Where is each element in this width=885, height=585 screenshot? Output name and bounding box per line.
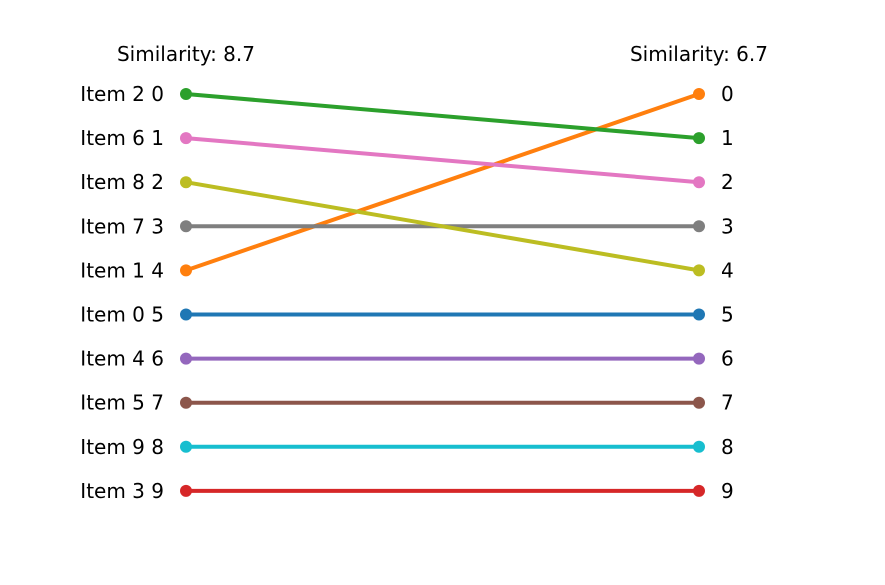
- left-rank-label: Item 7 3: [80, 214, 164, 238]
- right-rank-label: 8: [721, 435, 734, 459]
- left-rank-label: Item 6 1: [80, 126, 164, 150]
- right-rank-label: 1: [721, 126, 734, 150]
- series-point-item-1-right: [693, 88, 705, 100]
- right-rank-label: 7: [721, 391, 734, 415]
- series-lines: [180, 88, 705, 497]
- right-rank-label: 9: [721, 479, 734, 503]
- series-point-item-6-right: [693, 176, 705, 189]
- series-point-item-7-right: [693, 220, 705, 233]
- left-rank-label: Item 4 6: [80, 347, 164, 371]
- right-rank-label: 4: [721, 258, 734, 282]
- series-point-item-6-left: [180, 132, 192, 145]
- series-point-item-3-right: [693, 484, 705, 497]
- series-point-item-9-left: [180, 440, 192, 453]
- series-line-item-6: [184, 136, 701, 185]
- series-point-item-3-left: [180, 484, 192, 497]
- right-rank-label: 6: [721, 347, 734, 371]
- left-rank-label: Item 9 8: [80, 435, 164, 459]
- series-point-item-5-right: [693, 396, 705, 409]
- left-rank-label: Item 3 9: [80, 479, 164, 503]
- series-line-item-8: [184, 180, 701, 273]
- series-point-item-2-right: [693, 132, 705, 145]
- series-point-item-5-left: [180, 396, 192, 409]
- right-title: Similarity: 6.7: [630, 42, 768, 66]
- right-rank-label: 3: [721, 214, 734, 238]
- left-rank-label: Item 2 0: [80, 82, 164, 106]
- left-title: Similarity: 8.7: [117, 42, 255, 66]
- series-point-item-8-left: [180, 176, 192, 189]
- series-point-item-4-left: [180, 352, 192, 365]
- series-point-item-8-right: [693, 264, 705, 277]
- left-rank-label: Item 1 4: [80, 258, 164, 282]
- right-rank-label: 5: [721, 303, 734, 327]
- series-line-item-2: [184, 92, 701, 141]
- series-point-item-9-right: [693, 440, 705, 453]
- left-rank-label: Item 5 7: [80, 391, 164, 415]
- rank-labels: Item 2 0 Item 6 1 Item 8 2 Item 7 3 Item 1 4…: [80, 82, 733, 503]
- series-line-item-1: [184, 92, 701, 273]
- series-point-item-4-right: [693, 352, 705, 365]
- left-rank-label: Item 8 2: [80, 170, 164, 194]
- series-point-item-1-left: [180, 264, 192, 277]
- series-point-item-0-left: [180, 308, 192, 321]
- series-point-item-0-right: [693, 308, 705, 321]
- series-point-item-2-left: [180, 88, 192, 100]
- series-point-item-7-left: [180, 220, 192, 233]
- left-rank-label: Item 0 5: [80, 303, 164, 327]
- right-rank-label: 0: [721, 82, 734, 106]
- right-rank-label: 2: [721, 170, 734, 194]
